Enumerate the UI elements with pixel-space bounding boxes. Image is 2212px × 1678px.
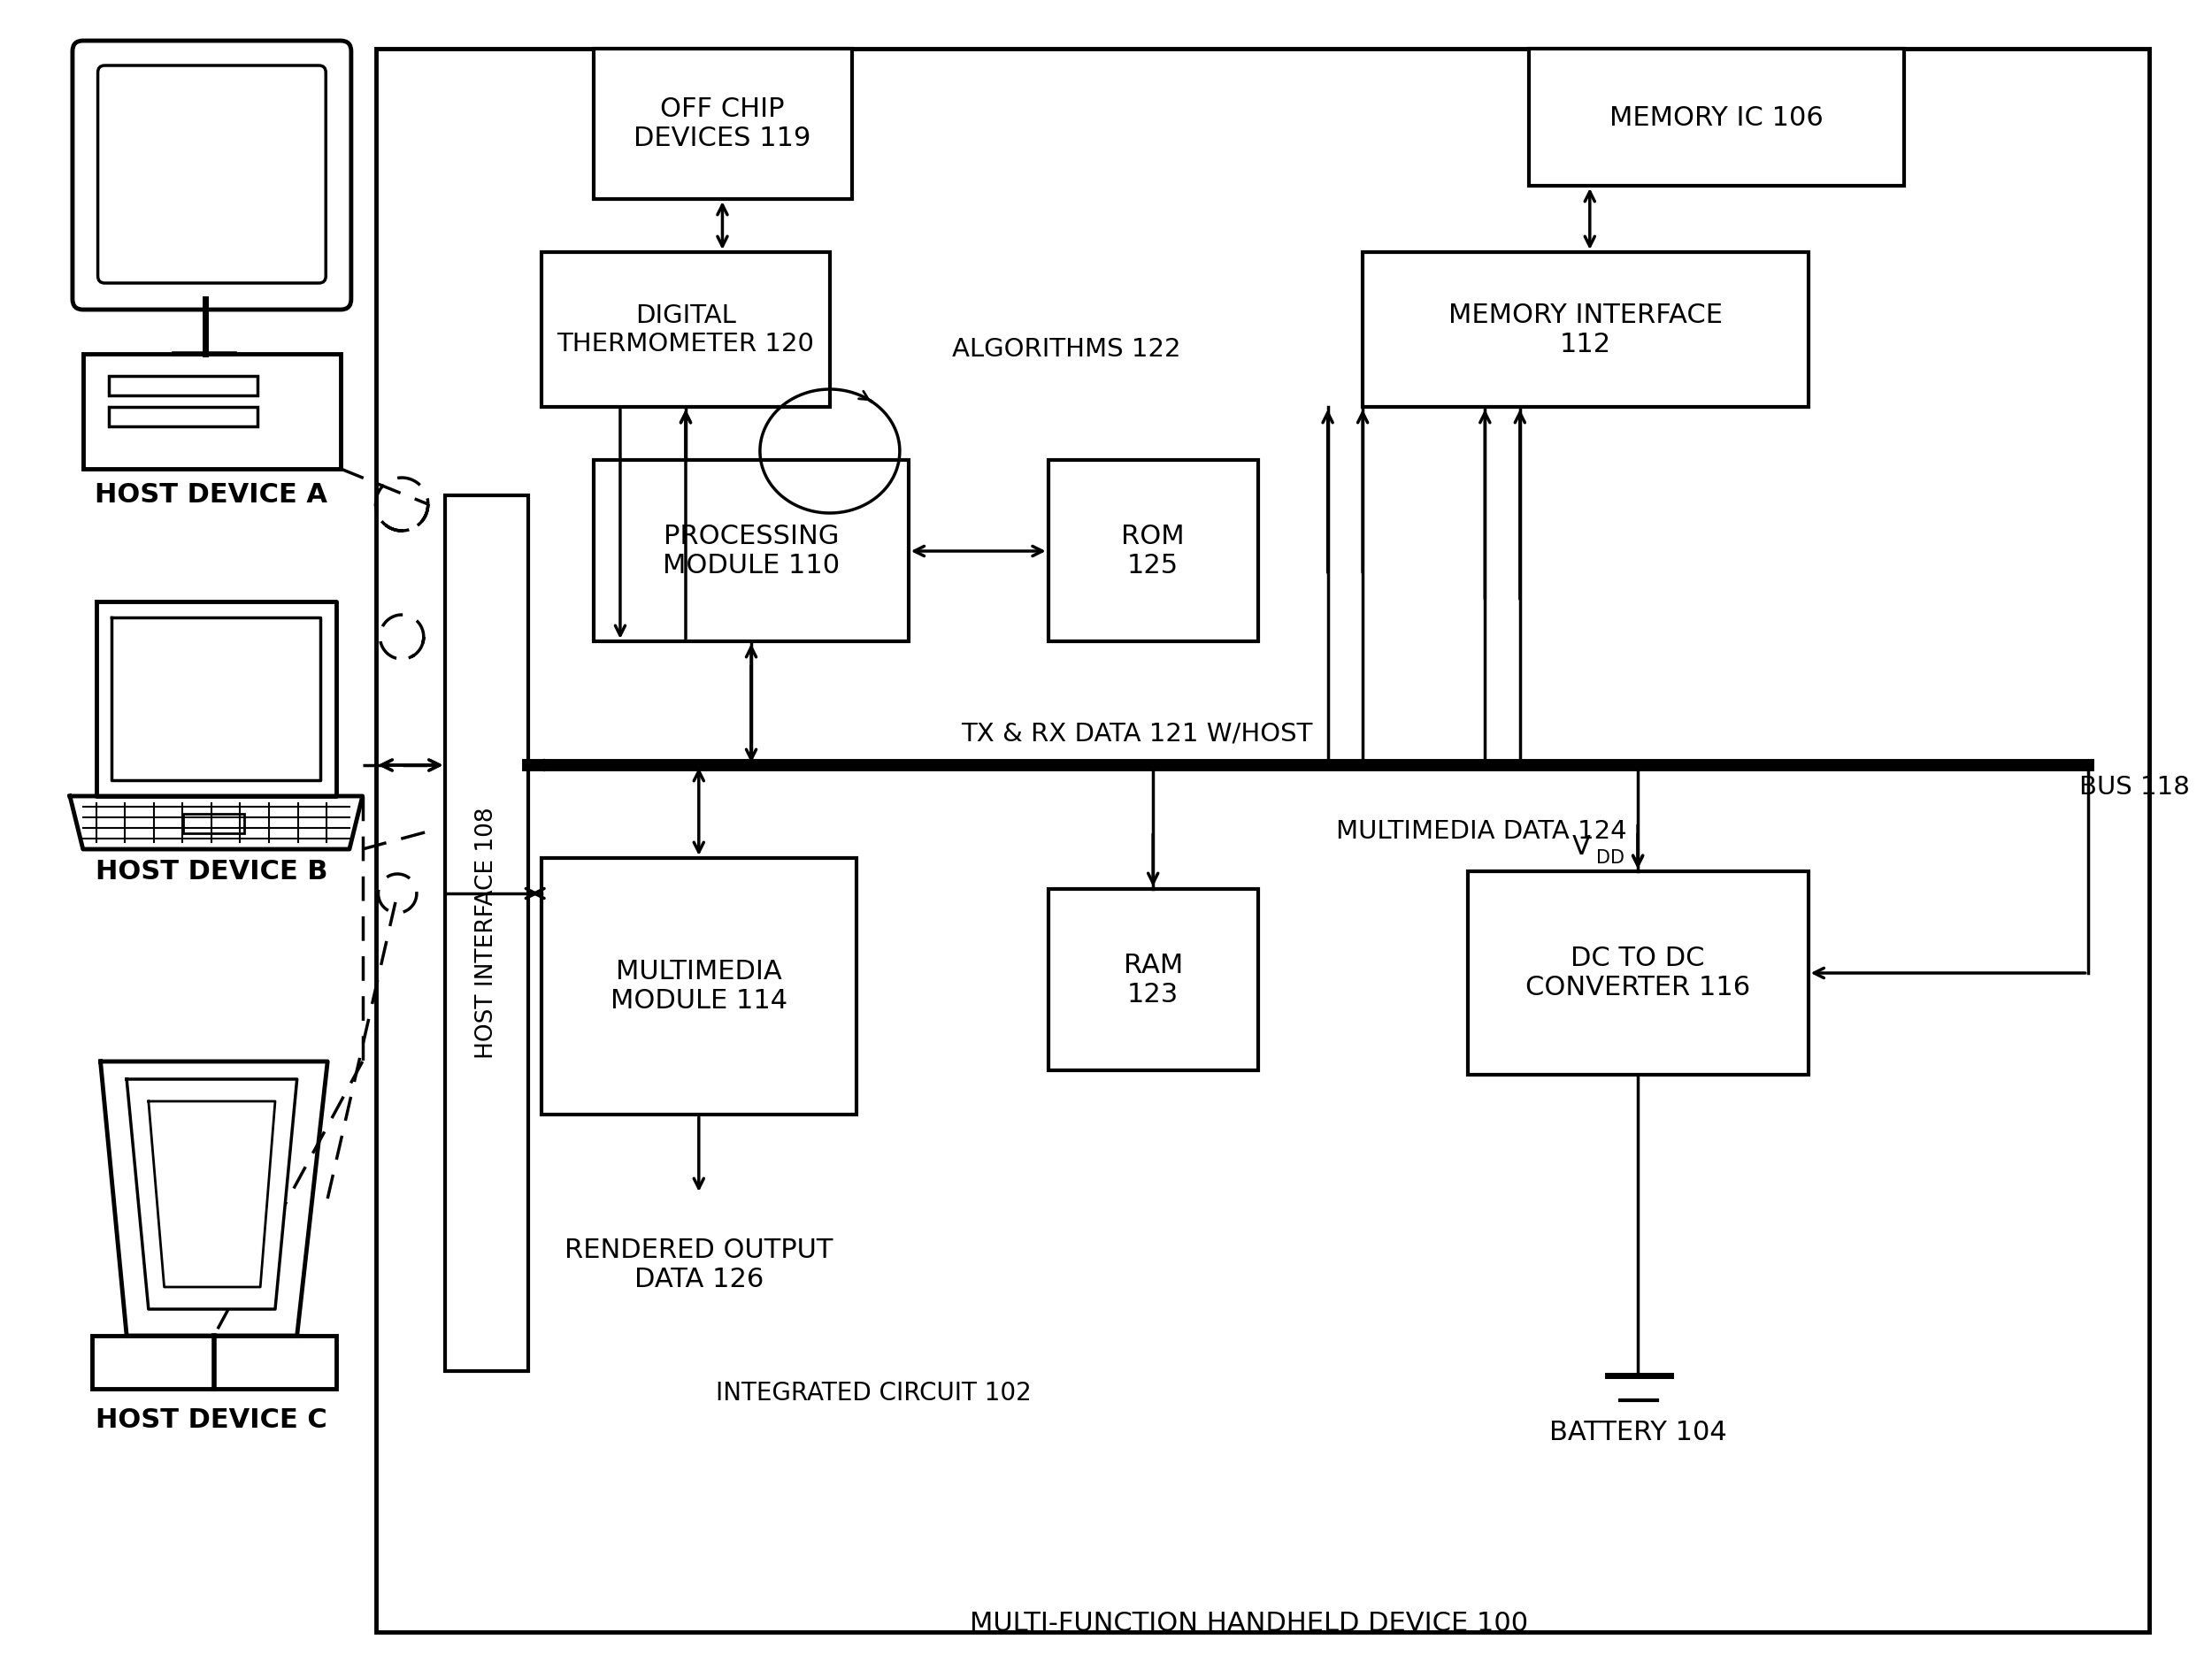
Text: DIGITAL
THERMOMETER 120: DIGITAL THERMOMETER 120 (557, 304, 814, 357)
Text: BUS 118: BUS 118 (2079, 775, 2190, 800)
Text: PROCESSING
MODULE 110: PROCESSING MODULE 110 (664, 524, 841, 579)
Text: RAM
123: RAM 123 (1124, 953, 1183, 1008)
Bar (1048, 460, 1259, 641)
Text: HOST INTERFACE 108: HOST INTERFACE 108 (476, 807, 498, 1059)
Text: V: V (1573, 834, 1590, 861)
Text: HOST DEVICE B: HOST DEVICE B (95, 859, 327, 884)
Text: HOST DEVICE A: HOST DEVICE A (95, 483, 327, 508)
Bar (184, 814, 246, 834)
Text: MEMORY INTERFACE
112: MEMORY INTERFACE 112 (1449, 302, 1723, 357)
Text: MEMORY IC 106: MEMORY IC 106 (1610, 104, 1823, 131)
Bar (376, 49, 2148, 1633)
Bar (108, 406, 257, 426)
Text: HOST DEVICE C: HOST DEVICE C (95, 1406, 327, 1433)
Text: MULTI-FUNCTION HANDHELD DEVICE 100: MULTI-FUNCTION HANDHELD DEVICE 100 (969, 1611, 1528, 1636)
Bar (445, 495, 529, 1371)
Text: ALGORITHMS 122: ALGORITHMS 122 (951, 337, 1181, 362)
Polygon shape (126, 1079, 296, 1309)
Polygon shape (95, 601, 336, 795)
Bar (542, 857, 856, 1114)
Text: INTEGRATED CIRCUIT 102: INTEGRATED CIRCUIT 102 (717, 1381, 1031, 1406)
Bar (1467, 871, 1807, 1074)
Bar (595, 460, 909, 641)
Text: ROM
125: ROM 125 (1121, 524, 1186, 579)
Text: RENDERED OUTPUT
DATA 126: RENDERED OUTPUT DATA 126 (564, 1237, 834, 1292)
Polygon shape (100, 1062, 327, 1336)
Text: OFF CHIP
DEVICES 119: OFF CHIP DEVICES 119 (635, 96, 812, 151)
Text: DC TO DC
CONVERTER 116: DC TO DC CONVERTER 116 (1526, 945, 1750, 1000)
Bar (91, 1336, 336, 1389)
Bar (84, 354, 341, 468)
Polygon shape (71, 795, 363, 849)
FancyBboxPatch shape (97, 65, 325, 284)
Text: MULTIMEDIA DATA 124: MULTIMEDIA DATA 124 (1336, 819, 1628, 844)
Text: TX & RX DATA 121 W/HOST: TX & RX DATA 121 W/HOST (960, 722, 1312, 747)
Bar (1528, 49, 1905, 186)
Polygon shape (148, 1101, 274, 1287)
Text: BATTERY 104: BATTERY 104 (1548, 1420, 1728, 1446)
Bar (1363, 252, 1807, 406)
Bar (108, 376, 257, 396)
Text: DD: DD (1595, 849, 1624, 868)
FancyBboxPatch shape (73, 40, 352, 310)
Bar (542, 252, 830, 406)
Bar (595, 49, 852, 200)
Bar (445, 248, 2088, 1371)
Text: MULTIMEDIA
MODULE 114: MULTIMEDIA MODULE 114 (611, 958, 787, 1014)
Bar (1048, 889, 1259, 1071)
